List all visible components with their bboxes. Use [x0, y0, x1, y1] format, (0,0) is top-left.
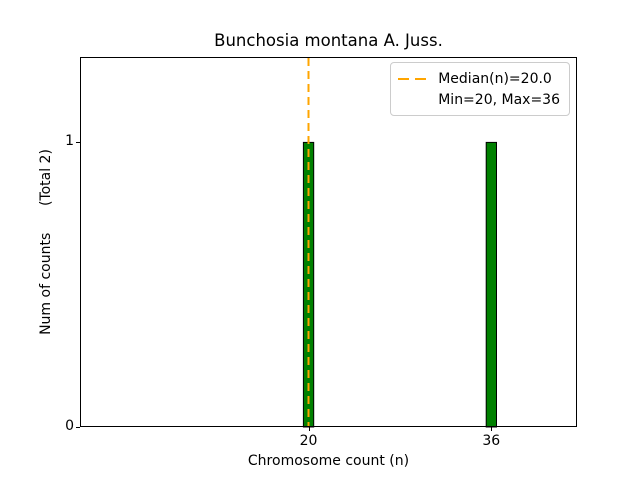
y-axis-label: Num of counts (Total 2) [38, 149, 54, 335]
chart-title: Bunchosia montana A. Juss. [214, 31, 443, 50]
legend-label-minmax: Min=20, Max=36 [438, 91, 560, 108]
y-tick-label: 0 [65, 418, 74, 435]
legend-swatch-blank [398, 99, 430, 101]
x-tick-label: 36 [482, 433, 501, 449]
x-axis-label: Chromosome count (n) [247, 453, 410, 469]
axes-frame [80, 57, 577, 427]
legend-label-median: Median(n)=20.0 [438, 70, 552, 87]
legend-row-minmax: Min=20, Max=36 [398, 89, 560, 110]
legend-row-median: Median(n)=20.0 [398, 68, 560, 89]
y-tick-label: 1 [65, 133, 74, 150]
median-line-legend-swatch [398, 77, 431, 80]
legend: Median(n)=20.0 Min=20, Max=36 [390, 62, 570, 116]
x-tick-label: 20 [299, 433, 318, 449]
bar [485, 141, 498, 428]
